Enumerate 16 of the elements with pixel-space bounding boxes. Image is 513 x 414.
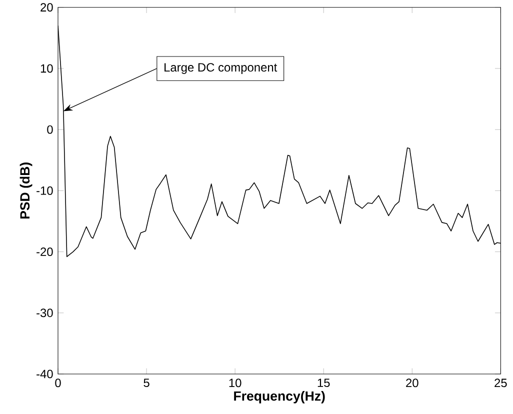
y-tick-label: -40 — [36, 370, 53, 378]
y-tick-label: 0 — [47, 125, 53, 134]
y-tick-label: 20 — [40, 3, 53, 12]
x-tick-label: 5 — [144, 378, 150, 388]
y-tick-label: -10 — [36, 186, 53, 195]
y-tick-label: -20 — [36, 248, 53, 256]
x-tick-label: 25 — [494, 378, 507, 388]
x-axis-title: Frequency(Hz) — [234, 390, 325, 404]
y-axis-title: PSD (dB) — [20, 162, 32, 219]
x-tick-label: 20 — [406, 378, 418, 388]
y-tick-label: -30 — [36, 308, 53, 318]
annotation: Large DC component — [164, 63, 278, 74]
x-tick-label: 0 — [55, 378, 61, 388]
x-tick-label: 15 — [318, 378, 330, 388]
y-tick-label: 10 — [40, 64, 53, 73]
x-tick-label: 10 — [229, 378, 242, 388]
